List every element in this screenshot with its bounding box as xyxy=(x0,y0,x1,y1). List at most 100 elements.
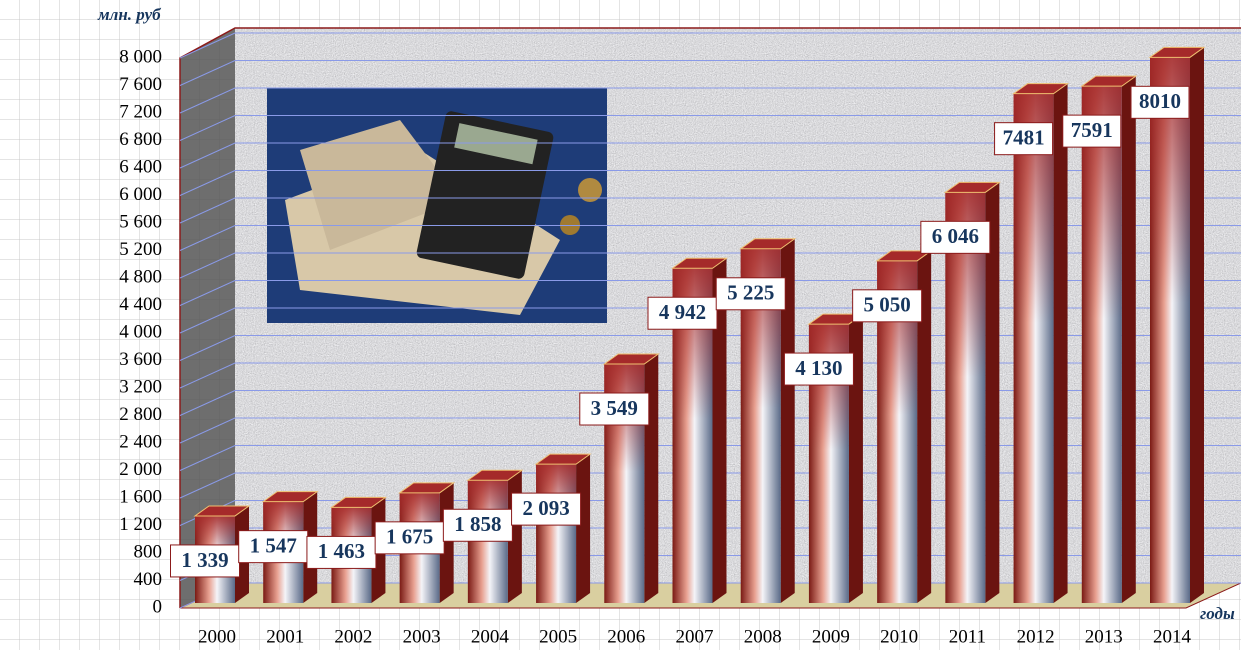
bar-shade xyxy=(1150,57,1190,603)
x-tick-label: 2009 xyxy=(812,626,850,647)
value-label: 1 463 xyxy=(318,539,365,563)
y-tick-label: 7 200 xyxy=(119,101,162,122)
grid-line xyxy=(179,115,1241,141)
bar-side xyxy=(644,354,659,603)
value-label: 8010 xyxy=(1139,89,1181,113)
bar-top xyxy=(534,453,592,465)
bar xyxy=(1012,83,1070,604)
bar-side xyxy=(712,258,727,603)
bar xyxy=(943,181,1001,603)
bar xyxy=(602,353,660,603)
y-tick-label: 7 600 xyxy=(119,74,162,95)
value-label: 5 050 xyxy=(864,293,911,317)
bar xyxy=(534,453,592,603)
grid-line xyxy=(179,142,1241,169)
value-label-box xyxy=(1062,114,1122,148)
x-tick-label: 2012 xyxy=(1017,626,1055,647)
x-tick-label: 2004 xyxy=(471,626,510,647)
value-label: 4 942 xyxy=(659,300,706,324)
x-axis-label: годы xyxy=(1200,604,1235,623)
x-tick-label: 2000 xyxy=(198,626,236,647)
y-tick-label: 4 400 xyxy=(119,294,162,315)
value-label: 3 549 xyxy=(591,396,638,420)
value-label: 1 339 xyxy=(181,548,228,572)
value-label-box xyxy=(852,289,923,323)
value-label: 7591 xyxy=(1071,118,1113,142)
y-axis-label: млн. руб xyxy=(97,5,162,24)
bar-side xyxy=(780,238,795,603)
x-tick-label: 2006 xyxy=(607,626,645,647)
bar-side xyxy=(848,314,863,603)
bar-side xyxy=(576,454,591,603)
value-label-box xyxy=(579,392,650,426)
grid-line xyxy=(179,225,1241,251)
value-label-box xyxy=(238,530,309,564)
y-tick-label: 8 000 xyxy=(119,46,162,67)
bar-top xyxy=(329,496,387,508)
y-tick-label: 1 600 xyxy=(119,486,162,507)
bar-side xyxy=(917,250,932,603)
bar-top xyxy=(466,469,524,481)
bar-top xyxy=(943,181,1001,193)
value-label: 1 547 xyxy=(250,533,297,557)
value-label-box xyxy=(920,220,991,254)
x-tick-label: 2002 xyxy=(334,626,372,647)
x-tick-label: 2010 xyxy=(880,626,918,647)
value-label-box xyxy=(994,122,1054,156)
x-tick-label: 2001 xyxy=(266,626,304,647)
value-label-box xyxy=(442,508,513,542)
value-label-box xyxy=(306,535,377,569)
bar-top xyxy=(602,353,660,365)
value-label: 5 225 xyxy=(727,281,774,305)
grid-line xyxy=(179,170,1241,196)
x-tick-label: 2003 xyxy=(403,626,441,647)
bar-top xyxy=(1080,75,1138,87)
y-tick-label: 2 000 xyxy=(119,459,162,480)
bar-top xyxy=(398,482,456,494)
bar xyxy=(1080,75,1138,603)
y-tick-label: 4 800 xyxy=(119,266,162,287)
bar-shade xyxy=(536,464,577,603)
y-tick-label: 4 000 xyxy=(119,321,162,342)
y-tick-label: 6 000 xyxy=(119,184,162,205)
x-tick-label: 2013 xyxy=(1085,626,1123,647)
value-label-box xyxy=(511,492,582,526)
value-label: 4 130 xyxy=(795,356,842,380)
value-label-box xyxy=(783,352,854,386)
value-label: 1 675 xyxy=(386,525,433,549)
bar-shade xyxy=(1081,86,1122,603)
y-tick-label: 2 800 xyxy=(119,404,162,425)
value-label: 6 046 xyxy=(932,224,979,248)
y-tick-label: 1 200 xyxy=(119,514,162,535)
bar-shade xyxy=(945,192,986,603)
x-tick-label: 2014 xyxy=(1153,626,1192,647)
bar-side xyxy=(1121,76,1136,603)
y-tick-label: 5 200 xyxy=(119,239,162,260)
bar-shade xyxy=(1013,93,1054,604)
bar xyxy=(1148,46,1206,603)
bar-side xyxy=(1190,47,1204,603)
bar-top xyxy=(193,505,251,517)
value-label-box xyxy=(647,296,718,330)
y-tick-label: 6 800 xyxy=(119,129,162,150)
x-tick-label: 2005 xyxy=(539,626,577,647)
y-tick-label: 0 xyxy=(153,596,163,617)
y-tick-label: 2 400 xyxy=(119,431,162,452)
bar-top xyxy=(739,238,797,250)
y-tick-label: 5 600 xyxy=(119,211,162,232)
grid-line xyxy=(179,60,1241,86)
value-label: 1 858 xyxy=(454,512,501,536)
x-tick-label: 2008 xyxy=(744,626,782,647)
grid-line xyxy=(179,197,1241,224)
photo xyxy=(267,88,607,323)
x-tick-label: 2011 xyxy=(949,626,986,647)
bar-top xyxy=(1148,46,1206,58)
grid-line xyxy=(179,32,1241,59)
bar-top xyxy=(670,257,729,269)
y-tick-label: 6 400 xyxy=(119,156,162,177)
value-label: 2 093 xyxy=(522,496,569,520)
y-tick-label: 3 600 xyxy=(119,349,162,370)
grid-line xyxy=(179,87,1241,114)
value-label-box xyxy=(715,277,786,311)
